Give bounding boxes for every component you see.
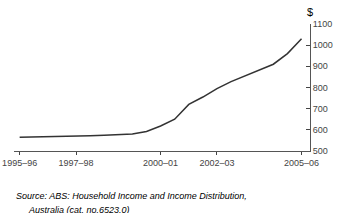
svg-text:1000: 1000 [313, 40, 333, 50]
svg-text:Australia (cat. no.6523.0): Australia (cat. no.6523.0) [28, 205, 130, 213]
svg-text:1997–98: 1997–98 [58, 158, 93, 168]
svg-text:Source: ABS: Household Income: Source: ABS: Household Income and Income… [16, 191, 247, 201]
svg-text:700: 700 [313, 104, 328, 114]
svg-text:2005–06: 2005–06 [284, 158, 319, 168]
svg-text:$: $ [307, 6, 313, 18]
svg-text:500: 500 [313, 146, 328, 156]
svg-text:1100: 1100 [313, 19, 332, 29]
svg-text:1995–96: 1995–96 [2, 158, 37, 168]
svg-text:800: 800 [313, 83, 328, 93]
svg-text:900: 900 [313, 61, 328, 71]
svg-text:2002–03: 2002–03 [199, 158, 234, 168]
svg-text:2000–01: 2000–01 [143, 158, 178, 168]
svg-text:600: 600 [313, 125, 328, 135]
